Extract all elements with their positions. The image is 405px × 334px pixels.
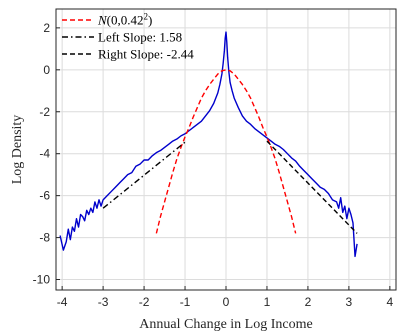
x-tick-label: 0 — [223, 295, 230, 309]
y-tick-label: -2 — [39, 105, 50, 119]
legend-label: Right Slope: -2.44 — [98, 47, 194, 62]
series-layer — [59, 31, 358, 258]
x-tick-label: 4 — [387, 295, 394, 309]
legend-label: Left Slope: 1.58 — [98, 30, 182, 45]
y-tick-label: -4 — [39, 147, 50, 161]
y-tick-label: -10 — [33, 273, 51, 287]
legend: N(0,0.422) Left Slope: 1.58 Right Slope: -… — [62, 12, 194, 62]
x-tick-label: -2 — [139, 295, 150, 309]
y-tick-label: -6 — [39, 189, 50, 203]
y-tick-label: 0 — [43, 63, 50, 77]
x-tick-label: 3 — [346, 295, 353, 309]
empirical-density-line — [59, 31, 358, 258]
right-slope-line — [266, 140, 358, 234]
y-tick-label: 2 — [43, 21, 50, 35]
x-tick-label: -1 — [180, 295, 191, 309]
x-tick-label: 2 — [305, 295, 312, 309]
grid — [56, 9, 396, 290]
x-axis-title: Annual Change in Log Income — [139, 317, 312, 332]
y-tick-label: -8 — [39, 231, 50, 245]
legend-label: N(0,0.422) — [97, 12, 152, 28]
ticks: -4 -3 -2 -1 0 1 2 3 420-2-4-6-8-10 — [33, 21, 394, 309]
left-slope-line — [102, 141, 186, 209]
y-axis-title: Log Density — [10, 115, 25, 185]
x-tick-label: -3 — [98, 295, 109, 309]
x-tick-label: 1 — [264, 295, 271, 309]
x-tick-label: -4 — [57, 295, 68, 309]
